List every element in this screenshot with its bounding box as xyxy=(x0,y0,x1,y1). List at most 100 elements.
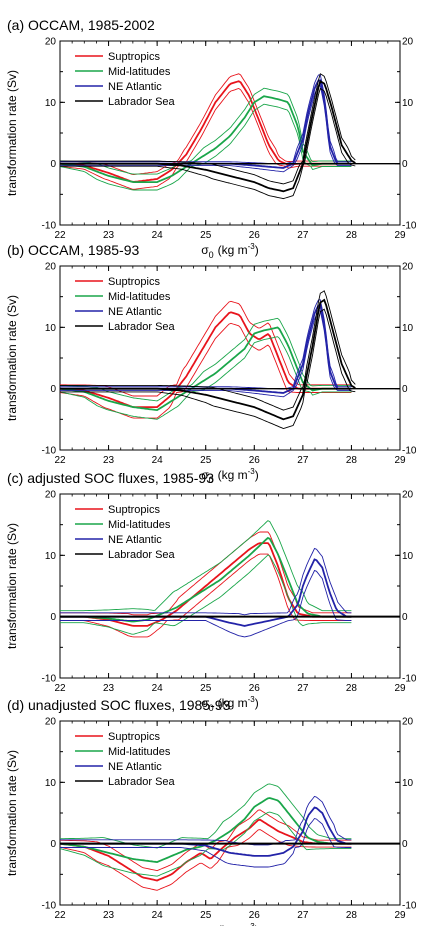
legend: Suptropics Mid-latitudes NE Atlantic Labrad… xyxy=(75,276,176,333)
y-tick-label: 10 xyxy=(45,551,57,562)
y-tick-label: 20 xyxy=(45,490,57,501)
legend-label-suptropics: Suptropics xyxy=(108,276,160,288)
x-label-exponent: -3 xyxy=(248,695,256,704)
x-axis-label: σ0(kg m-3) xyxy=(201,695,259,713)
y-tick-label-right: 20 xyxy=(402,490,414,501)
panel-title: (d) unadjusted SOC fluxes, 1985-93 xyxy=(7,697,231,713)
series-line-labrador-sea xyxy=(60,298,356,421)
x-label-subscript: 0 xyxy=(209,475,214,485)
x-label-unit: (kg m xyxy=(218,468,248,482)
legend-label-labrador-sea: Labrador Sea xyxy=(108,776,176,788)
x-tick-label: 24 xyxy=(152,683,164,694)
x-label-symbol: σ xyxy=(201,243,209,257)
x-tick-label: 29 xyxy=(394,683,406,694)
x-label-subscript: 0 xyxy=(209,703,214,713)
y-tick-label-right: 10 xyxy=(402,778,414,789)
y-tick-label-right: 0 xyxy=(402,839,408,850)
y-tick-label-right: 20 xyxy=(402,262,414,273)
y-tick-label: 20 xyxy=(45,37,57,48)
legend-label-mid-latitudes: Mid-latitudes xyxy=(108,746,171,758)
x-tick-label: 28 xyxy=(346,910,358,921)
series-upper-ne-atlantic xyxy=(60,74,352,165)
legend-label-ne-atlantic: NE Atlantic xyxy=(108,306,162,318)
x-label-unit: (kg m xyxy=(218,696,248,710)
x-tick-label: 24 xyxy=(152,455,164,466)
legend-label-ne-atlantic: NE Atlantic xyxy=(108,534,162,546)
panel-title: (a) OCCAM, 1985-2002 xyxy=(7,17,155,33)
x-tick-label: 23 xyxy=(103,683,115,694)
x-label-close: ) xyxy=(255,243,259,257)
y-tick-label: -10 xyxy=(42,901,57,912)
y-tick-label: 10 xyxy=(45,98,57,109)
x-tick-label: 27 xyxy=(297,455,309,466)
y-tick-label: 0 xyxy=(50,839,56,850)
legend-label-ne-atlantic: NE Atlantic xyxy=(108,81,162,93)
x-label-exponent: -3 xyxy=(248,242,256,251)
y-tick-label: -10 xyxy=(42,674,57,685)
panel-c: (c) adjusted SOC fluxes, 1985-93 -10 -10 0 0… xyxy=(5,470,417,713)
x-tick-label: 28 xyxy=(346,230,358,241)
series-upper-mid-latitudes xyxy=(60,520,352,612)
y-tick-label: 20 xyxy=(45,717,57,728)
y-tick-label-right: 20 xyxy=(402,717,414,728)
y-tick-label-right: -10 xyxy=(402,446,417,457)
series-group xyxy=(60,783,400,891)
x-tick-label: 23 xyxy=(103,910,115,921)
x-tick-label: 29 xyxy=(394,230,406,241)
legend-label-labrador-sea: Labrador Sea xyxy=(108,549,176,561)
y-tick-label-right: 10 xyxy=(402,98,414,109)
panel-a: (a) OCCAM, 1985-2002 -10 -10 0 0 10 10 20 20 22 23… xyxy=(5,17,417,260)
series-lower-mid-latitudes xyxy=(60,554,352,635)
series-upper-mid-latitudes xyxy=(60,783,352,849)
x-tick-label: 25 xyxy=(200,230,212,241)
y-tick-label-right: -10 xyxy=(402,674,417,685)
x-tick-label: 27 xyxy=(297,230,309,241)
x-label-exponent: -3 xyxy=(248,922,256,926)
series-line-mid-latitudes xyxy=(60,797,352,864)
series-upper-ne-atlantic xyxy=(60,795,352,846)
y-tick-label-right: 10 xyxy=(402,551,414,562)
x-tick-label: 23 xyxy=(103,455,115,466)
x-label-close: ) xyxy=(255,468,259,482)
y-tick-label: -10 xyxy=(42,446,57,457)
y-tick-label-right: -10 xyxy=(402,901,417,912)
x-tick-label: 22 xyxy=(54,910,66,921)
x-tick-label: 29 xyxy=(394,910,406,921)
y-tick-label: -10 xyxy=(42,221,57,232)
y-tick-label-right: 0 xyxy=(402,612,408,623)
y-tick-label: 0 xyxy=(50,612,56,623)
x-tick-label: 25 xyxy=(200,683,212,694)
y-tick-label-right: 0 xyxy=(402,384,408,395)
y-tick-label: 0 xyxy=(50,159,56,170)
x-label-close: ) xyxy=(255,696,259,710)
x-tick-label: 24 xyxy=(152,910,164,921)
series-upper-labrador-sea xyxy=(60,290,356,411)
legend: Suptropics Mid-latitudes NE Atlantic Labrad… xyxy=(75,504,176,561)
series-group xyxy=(60,73,356,200)
series-lower-labrador-sea xyxy=(60,308,356,429)
y-axis-label: transformation rate (Sv) xyxy=(5,523,19,649)
x-axis-label: σ0(kg m-3) xyxy=(201,467,259,485)
series-line-mid-latitudes xyxy=(60,95,352,184)
series-lower-ne-atlantic xyxy=(60,817,352,868)
panel-title: (b) OCCAM, 1985-93 xyxy=(7,242,139,258)
legend-label-suptropics: Suptropics xyxy=(108,504,160,516)
x-tick-label: 26 xyxy=(249,230,261,241)
panel-title: (c) adjusted SOC fluxes, 1985-93 xyxy=(7,470,214,486)
x-axis-label: σ0(kg m-3) xyxy=(201,922,259,926)
legend: Suptropics Mid-latitudes NE Atlantic Labrad… xyxy=(75,731,176,788)
x-tick-label: 22 xyxy=(54,230,66,241)
y-axis-label: transformation rate (Sv) xyxy=(5,750,19,876)
x-tick-label: 27 xyxy=(297,683,309,694)
x-tick-label: 23 xyxy=(103,230,115,241)
y-tick-label-right: -10 xyxy=(402,221,417,232)
x-label-exponent: -3 xyxy=(248,467,256,476)
legend-label-ne-atlantic: NE Atlantic xyxy=(108,761,162,773)
y-axis-label: transformation rate (Sv) xyxy=(5,70,19,196)
x-tick-label: 29 xyxy=(394,455,406,466)
x-tick-label: 26 xyxy=(249,455,261,466)
legend-label-mid-latitudes: Mid-latitudes xyxy=(108,291,171,303)
y-tick-label-right: 20 xyxy=(402,37,414,48)
y-tick-label: 10 xyxy=(45,323,57,334)
